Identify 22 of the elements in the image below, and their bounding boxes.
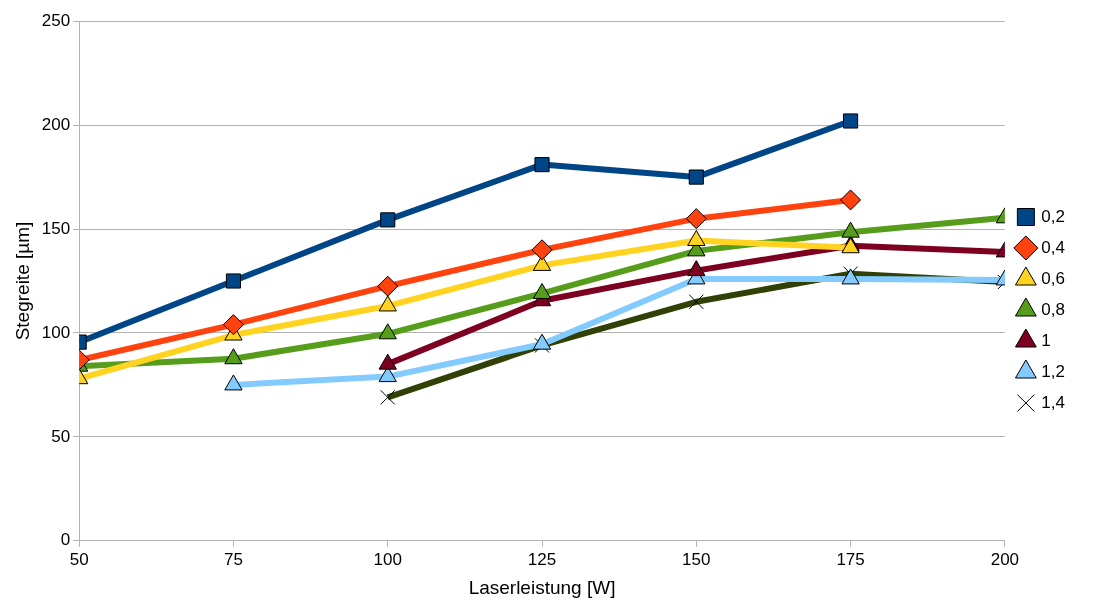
- legend-label: 1,4: [1041, 392, 1066, 412]
- x-tick-label: 200: [990, 549, 1020, 569]
- y-tick-label: 0: [60, 530, 71, 550]
- x-tick-label: 175: [836, 549, 865, 569]
- legend-label: 0,8: [1041, 299, 1066, 319]
- legend-label: 0,6: [1041, 268, 1066, 288]
- x-tick-label: 100: [373, 549, 402, 569]
- y-tick-label: 200: [41, 114, 71, 134]
- x-axis-title: Laserleistung [W]: [468, 576, 616, 598]
- x-tick-label: 150: [682, 549, 711, 569]
- legend-label: 0,4: [1041, 237, 1066, 257]
- legend-label: 1: [1041, 330, 1051, 350]
- y-tick-label: 100: [41, 322, 71, 342]
- x-tick-label: 50: [69, 549, 89, 569]
- x-tick-label: 125: [527, 549, 557, 569]
- y-tick-label: 250: [41, 10, 71, 30]
- y-tick-label: 150: [41, 218, 71, 238]
- legend-label: 1,2: [1041, 361, 1066, 381]
- x-tick-label: 75: [223, 549, 243, 569]
- legend-label: 0,2: [1041, 206, 1066, 226]
- y-axis-title: Stegreite [µm]: [11, 221, 33, 341]
- y-tick-label: 50: [51, 426, 71, 446]
